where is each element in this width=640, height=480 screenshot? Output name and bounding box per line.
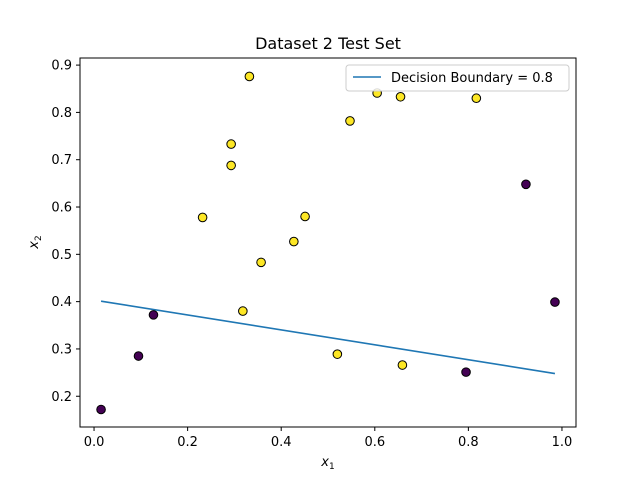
x-tick-label: 0.8: [458, 435, 479, 450]
x-tick-label: 0.2: [177, 435, 198, 450]
data-point-class-1: [289, 236, 299, 247]
y-tick-label: 0.8: [51, 106, 72, 121]
y-tick-label: 0.6: [51, 201, 72, 216]
legend-box: [345, 64, 570, 92]
plot-frame: [79, 57, 577, 428]
data-point-class-0: [148, 310, 159, 320]
decision-boundary-line: [100, 300, 556, 375]
data-point-class-1: [300, 211, 310, 222]
y-tick-label: 0.3: [51, 342, 72, 357]
data-point-class-0: [133, 351, 144, 361]
data-point-class-0: [461, 367, 471, 377]
data-point-class-1: [345, 116, 355, 126]
legend: Decision Boundary = 0.8: [345, 64, 570, 92]
data-point-class-1: [395, 91, 406, 102]
y-tick-label: 0.9: [51, 59, 72, 74]
x-tick-label: 0.0: [84, 435, 105, 450]
legend-entry-boundary: Decision Boundary = 0.8: [391, 71, 553, 86]
y-axis-label-base: x: [27, 241, 42, 250]
data-point-class-1: [256, 257, 266, 268]
y-tick-label: 0.2: [51, 390, 72, 405]
chart-title: Dataset 2 Test Set: [255, 34, 401, 53]
x-axis-ticks: 0.0 0.2 0.4 0.6 0.8 1.0: [84, 427, 573, 450]
data-point-class-1: [471, 93, 482, 104]
x-tick-label: 0.4: [271, 435, 292, 450]
y-axis-ticks: 0.2 0.3 0.4 0.5 0.6 0.7 0.8 0.9: [51, 59, 80, 405]
data-point-class-1: [226, 139, 236, 149]
y-tick-label: 0.5: [51, 248, 72, 263]
y-tick-label: 0.7: [51, 153, 72, 168]
x-tick-label: 1.0: [552, 435, 573, 450]
data-point-class-0: [550, 297, 560, 307]
data-point-class-1: [226, 160, 236, 171]
x-axis-label-subscript: 1: [329, 462, 335, 472]
data-point-class-0: [96, 404, 106, 415]
y-axis-label-subscript: 2: [34, 235, 44, 241]
y-axis-label: x2: [27, 235, 44, 249]
data-point-class-1: [244, 71, 255, 82]
scatter-points: [96, 71, 560, 415]
data-point-class-1: [197, 212, 208, 223]
data-point-class-0: [521, 179, 531, 190]
y-tick-label: 0.4: [51, 295, 72, 310]
decision-boundary-series: [100, 300, 556, 375]
data-point-class-1: [397, 360, 408, 370]
data-point-class-1: [238, 306, 248, 316]
data-point-class-1: [332, 349, 343, 359]
x-axis-label-base: x: [320, 455, 329, 470]
x-tick-label: 0.6: [364, 435, 385, 450]
x-axis-label: x1: [320, 455, 334, 472]
